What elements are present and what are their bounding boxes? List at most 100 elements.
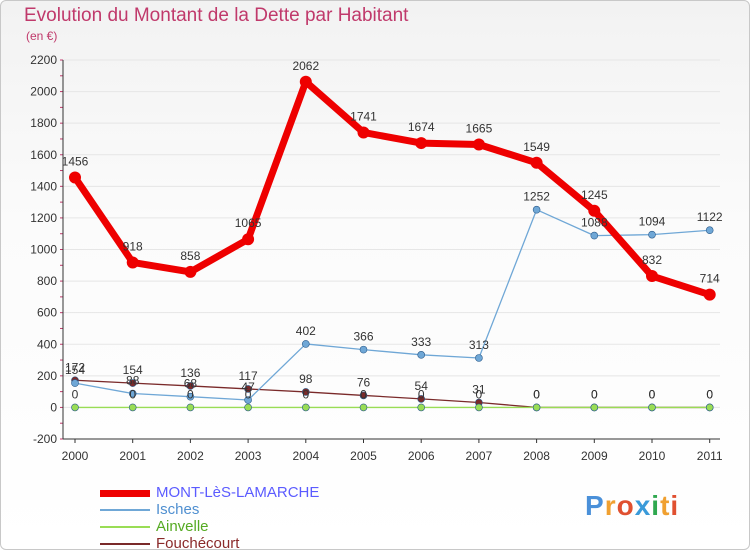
y-tick-label: 1600 [30,148,57,162]
data-label: 1456 [62,154,89,168]
x-tick-label: 2010 [639,449,666,463]
y-tick-label: 600 [37,306,57,320]
y-tick-label: 0 [50,400,57,414]
y-tick-label: -200 [33,432,57,446]
legend-label: Ainvelle [156,518,209,535]
x-tick-label: 2004 [292,449,319,463]
data-point [415,137,428,150]
data-point [128,379,137,387]
y-tick-label: 1400 [30,179,57,193]
data-label: 313 [469,338,489,352]
proxiti-logo[interactable]: Proxiti [585,490,679,522]
y-tick-label: 800 [37,274,57,288]
data-point [590,231,599,240]
data-label: 0 [129,387,136,401]
legend-swatch [100,489,150,497]
data-label: 0 [649,387,656,401]
x-tick-label: 2007 [466,449,493,463]
legend-swatch [100,509,150,511]
data-label: 1665 [466,121,493,135]
y-tick-label: 1000 [30,243,57,257]
data-label: 0 [245,387,252,401]
data-label: 76 [357,375,371,389]
data-point [186,392,195,401]
logo-letter: r [604,490,617,521]
data-label: 0 [706,387,713,401]
data-point [532,403,541,412]
data-point [359,403,368,412]
data-point [244,396,252,404]
data-label: 858 [180,249,200,263]
data-point [472,138,485,151]
data-label: 1122 [697,210,723,224]
data-point [590,403,599,412]
legend-label: Isches [156,501,200,518]
data-label: 0 [706,387,713,401]
data-label: 98 [299,372,313,386]
data-label: 714 [700,272,720,286]
data-point [186,403,195,412]
data-label: 2062 [292,59,319,73]
data-label: 0 [302,387,309,401]
data-point [244,385,252,393]
legend-label: Fouchécourt [156,535,240,552]
x-tick-label: 2002 [177,449,204,463]
logo-letter: o [616,490,635,521]
data-point [184,265,197,278]
data-label: 1674 [408,120,435,134]
data-point [705,226,714,235]
data-label: 0 [418,387,425,401]
data-point [359,345,368,354]
data-label: 31 [472,383,486,397]
y-tick-label: 200 [37,369,57,383]
data-point [475,354,483,362]
data-label: 47 [241,380,255,394]
data-label: 172 [65,360,85,374]
data-label: 0 [72,387,79,401]
x-tick-label: 2001 [119,449,146,463]
data-point [71,379,79,387]
data-point [648,403,656,412]
data-point [532,205,541,214]
data-label: 136 [180,366,200,380]
data-point [244,403,252,412]
logo-letter: P [585,490,605,521]
data-label: 1245 [581,188,608,202]
data-point [703,288,716,301]
data-point [301,340,310,348]
logo-letter: t [660,490,671,521]
data-label: 1065 [235,216,262,230]
data-point [475,403,483,412]
data-label: 117 [239,369,258,383]
x-tick-label: 2003 [235,449,262,463]
data-label: 1094 [639,215,666,229]
data-point [648,230,656,239]
x-tick-label: 2011 [697,449,723,463]
data-label: 402 [296,324,316,338]
x-tick-label: 2000 [62,449,89,463]
data-label: 154 [123,363,143,377]
data-label: 832 [642,253,662,267]
series-line [74,209,711,401]
data-point [128,403,137,412]
data-label: 0 [591,387,598,401]
data-label: 366 [353,330,373,344]
data-point [357,126,370,139]
y-tick-label: 2200 [30,53,57,67]
data-point [242,233,255,246]
data-label: 1549 [523,140,550,154]
data-label: 333 [411,335,431,349]
data-point [301,388,310,396]
data-point [417,351,426,359]
data-point [588,204,601,217]
logo-letter: i [651,490,661,521]
data-point [417,395,426,403]
data-point [417,403,426,412]
series-line [71,78,714,299]
data-point [301,403,310,412]
data-label: 0 [360,387,367,401]
y-tick-label: 2000 [30,85,57,99]
x-tick-label: 2006 [408,449,435,463]
data-point [69,171,81,184]
